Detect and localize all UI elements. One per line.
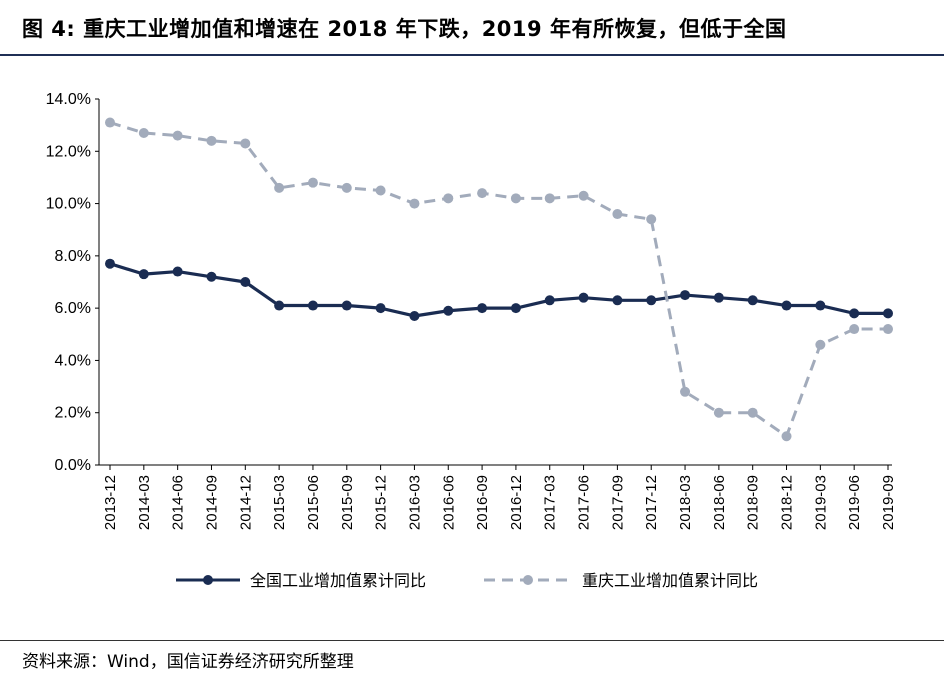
chongqing-point xyxy=(646,214,657,225)
national-point xyxy=(883,308,893,319)
national-point xyxy=(477,303,488,314)
chart-axes: 0.0% 2.0% 4.0% 6.0% 8.0% 10.0% 12.0% 14.0% 2013-… xyxy=(46,91,897,530)
x-tick-label: 2015-03 xyxy=(271,475,288,530)
source-note: 资料来源：Wind，国信证券经济研究所整理 xyxy=(22,652,354,672)
national-point xyxy=(781,300,792,311)
national-point xyxy=(713,292,724,303)
x-tick-label: 2018-12 xyxy=(779,475,796,530)
national-point xyxy=(544,295,555,306)
y-tick-label: 4.0% xyxy=(55,352,91,369)
chongqing-point xyxy=(307,177,318,188)
chongqing-point xyxy=(680,386,691,397)
chart-series xyxy=(105,117,893,442)
x-tick-label: 2014-12 xyxy=(237,475,254,530)
chongqing-point xyxy=(240,138,251,149)
x-tick-label: 2016-12 xyxy=(508,475,525,530)
y-tick-label: 14.0% xyxy=(46,91,91,108)
national-point xyxy=(815,300,826,311)
chongqing-point xyxy=(409,198,420,209)
legend-swatch-marker xyxy=(203,575,213,585)
national-point xyxy=(274,300,285,311)
chongqing-point xyxy=(443,193,454,204)
national-point xyxy=(138,269,149,280)
national-point xyxy=(375,303,386,314)
source-divider xyxy=(0,640,944,641)
title-divider xyxy=(0,54,944,56)
chongqing-point xyxy=(206,135,217,146)
national-point xyxy=(307,300,318,311)
legend-label: 全国工业增加值累计同比 xyxy=(250,571,426,590)
y-tick-label: 8.0% xyxy=(55,248,91,265)
y-tick-label: 2.0% xyxy=(55,405,91,422)
national-point xyxy=(578,292,589,303)
national-point xyxy=(409,310,420,321)
chongqing-point xyxy=(612,209,623,220)
chongqing-point xyxy=(510,193,521,204)
x-tick-label: 2017-06 xyxy=(576,475,593,530)
chart-legend: 全国工业增加值累计同比 重庆工业增加值累计同比 xyxy=(176,571,758,590)
national-point xyxy=(849,308,860,319)
x-tick-label: 2019-03 xyxy=(812,475,829,530)
national-point xyxy=(646,295,657,306)
national-point xyxy=(172,266,183,277)
national-point xyxy=(206,271,217,282)
x-tick-label: 2019-06 xyxy=(846,475,863,530)
x-tick-label: 2014-06 xyxy=(170,475,187,530)
legend-label: 重庆工业增加值累计同比 xyxy=(582,571,758,590)
chongqing-point xyxy=(274,182,285,193)
national-point xyxy=(105,258,115,269)
chongqing-point xyxy=(544,193,555,204)
national-point xyxy=(510,303,521,314)
chongqing-point xyxy=(815,339,826,350)
line-chart: 0.0% 2.0% 4.0% 6.0% 8.0% 10.0% 12.0% 14.0% 2013-… xyxy=(46,91,897,590)
chongqing-point xyxy=(105,117,115,128)
x-tick-label: 2018-09 xyxy=(745,475,762,530)
chongqing-point xyxy=(883,324,893,335)
chongqing-point xyxy=(341,182,352,193)
chongqing-point xyxy=(747,407,758,418)
x-tick-label: 2013-12 xyxy=(102,475,119,530)
x-tick-label: 2014-03 xyxy=(136,475,153,530)
chongqing-point xyxy=(713,407,724,418)
chongqing-point xyxy=(578,190,589,201)
national-point xyxy=(240,277,251,287)
x-tick-label: 2015-06 xyxy=(305,475,322,530)
x-tick-label: 2015-12 xyxy=(373,475,390,530)
series-line-national xyxy=(109,262,888,318)
national-point xyxy=(612,295,623,306)
chongqing-point xyxy=(781,431,792,442)
national-point xyxy=(443,305,454,316)
x-tick-label: 2019-09 xyxy=(880,475,897,530)
y-tick-label: 6.0% xyxy=(55,300,91,317)
x-tick-label: 2017-09 xyxy=(609,475,626,530)
national-point xyxy=(680,290,691,301)
x-tick-label: 2016-03 xyxy=(406,475,423,530)
x-tick-label: 2016-06 xyxy=(440,475,457,530)
x-tick-label: 2018-03 xyxy=(677,475,694,530)
figure-title: 图 4: 重庆工业增加值和增速在 2018 年下跌，2019 年有所恢复，但低于… xyxy=(22,17,787,41)
x-tick-label: 2017-03 xyxy=(542,475,559,530)
x-tick-label: 2014-09 xyxy=(203,475,220,530)
y-tick-label: 12.0% xyxy=(46,143,91,160)
y-tick-label: 0.0% xyxy=(55,457,91,474)
y-tick-label: 10.0% xyxy=(46,196,91,213)
series-line-chongqing xyxy=(109,121,888,438)
chongqing-point xyxy=(172,130,183,141)
chongqing-point xyxy=(138,127,149,138)
legend-swatch-marker xyxy=(523,575,533,585)
chongqing-point xyxy=(849,324,860,335)
x-tick-label: 2016-09 xyxy=(474,475,491,530)
national-point xyxy=(341,300,352,311)
x-tick-label: 2015-09 xyxy=(339,475,356,530)
x-tick-label: 2018-06 xyxy=(711,475,728,530)
chongqing-point xyxy=(477,188,488,199)
x-tick-label: 2017-12 xyxy=(643,475,660,530)
chongqing-point xyxy=(375,185,386,196)
national-point xyxy=(747,295,758,306)
